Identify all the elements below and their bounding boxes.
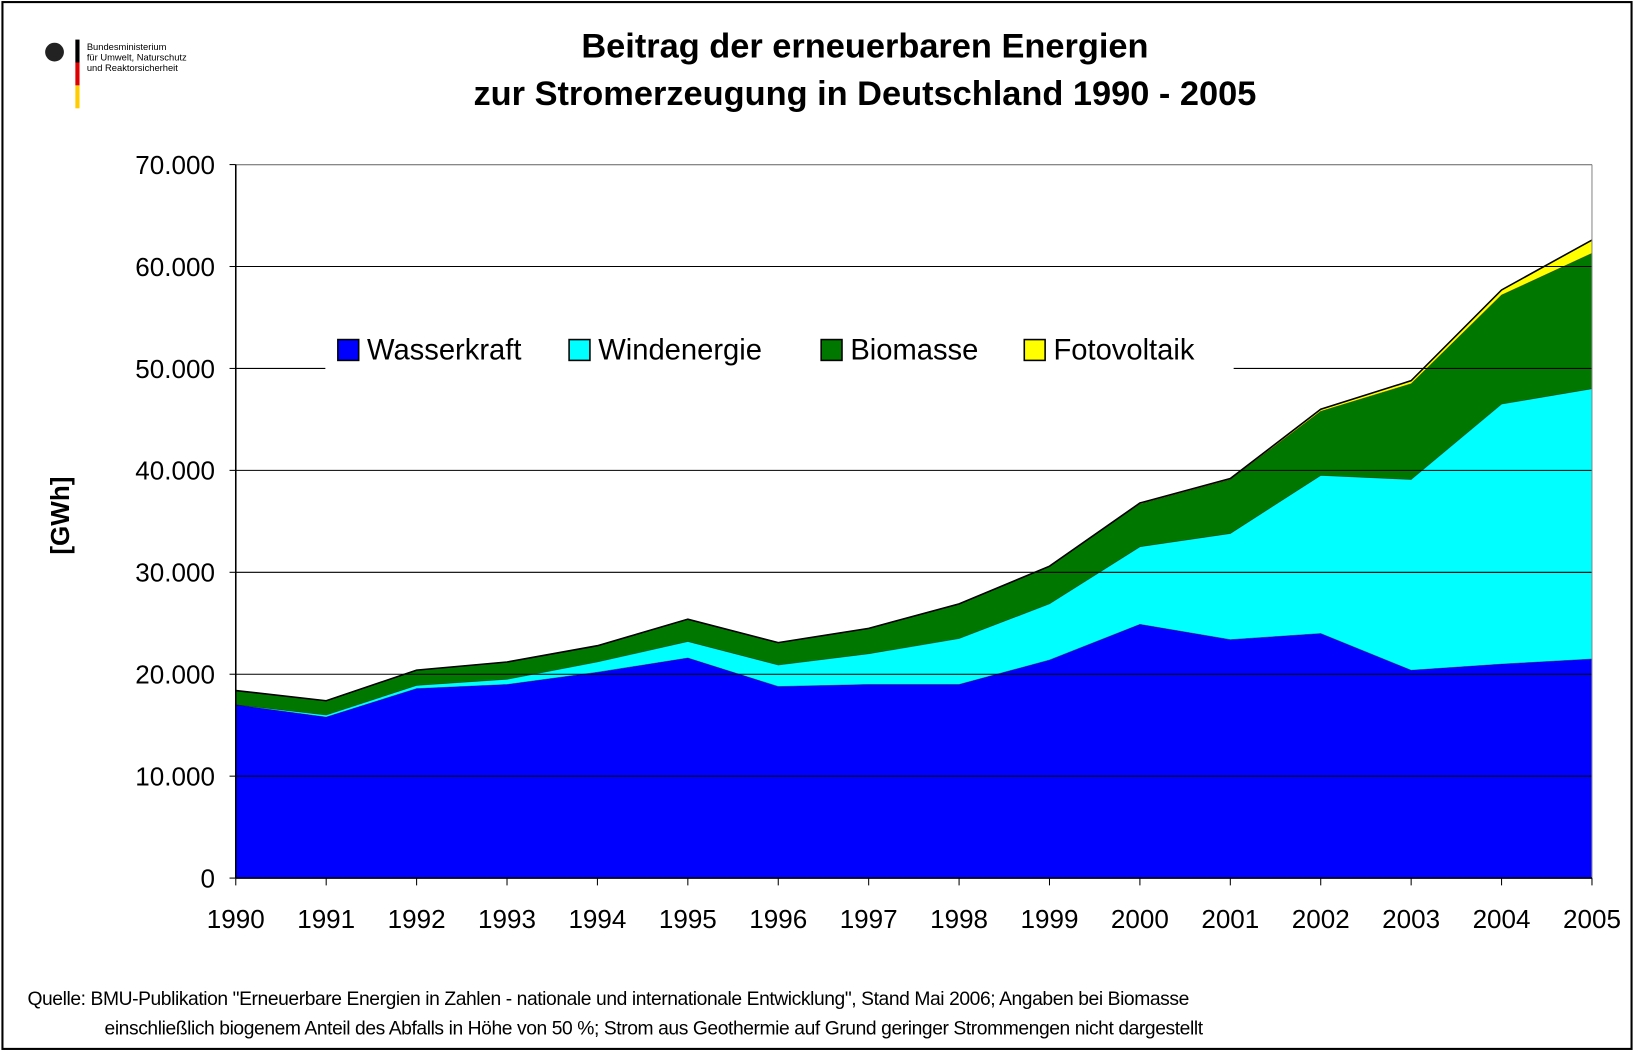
legend-label: Fotovoltaik (1053, 334, 1194, 366)
area-0 (235, 624, 1592, 879)
x-tick-label: 1998 (930, 904, 988, 934)
x-tick-label: 1993 (478, 904, 536, 934)
y-tick-label: 20.000 (135, 660, 215, 690)
y-tick-label: 0 (200, 863, 214, 893)
logo-text: Bundesministerium (87, 42, 167, 52)
legend-bg (325, 322, 1234, 378)
x-tick-label: 2002 (1292, 904, 1350, 934)
legend-label: Windenergie (598, 334, 762, 366)
flag-gold (75, 85, 80, 109)
logo-text: und Reaktorsicherheit (87, 63, 178, 73)
x-tick-label: 1997 (840, 904, 898, 934)
legend-label: Biomasse (850, 334, 978, 366)
series-outline (235, 252, 1593, 702)
series-outline (235, 388, 1593, 716)
source-note: Quelle: BMU-Publikation "Erneuerbare Ene… (27, 989, 1188, 1010)
flag-red (75, 62, 80, 86)
x-tick-label: 2000 (1111, 904, 1169, 934)
x-tick-label: 1991 (297, 904, 355, 934)
flag-black (75, 39, 80, 63)
series-outline (235, 623, 1592, 718)
y-tick-label: 30.000 (135, 558, 215, 588)
legend-swatch (568, 338, 591, 362)
x-tick-label: 2003 (1382, 904, 1440, 934)
legend-swatch (820, 338, 843, 362)
legend-swatch (337, 338, 360, 362)
eagle-icon (45, 42, 64, 62)
y-tick-label: 10.000 (135, 762, 215, 792)
legend: Wasserkraft Windenergie Biomasse Fotovoltai… (325, 322, 1234, 378)
x-tick-label: 2005 (1563, 904, 1621, 934)
legend-label: Wasserkraft (367, 334, 521, 366)
chart-title: Beitrag der erneuerbaren Energien (581, 27, 1148, 65)
y-tick-label: 40.000 (135, 456, 215, 486)
area-1 (235, 388, 1592, 718)
x-tick-label: 1990 (207, 904, 265, 934)
x-tick-label: 1996 (749, 904, 807, 934)
x-tick-label: 1999 (1021, 904, 1079, 934)
y-tick-label: 60.000 (135, 252, 215, 282)
x-tick-label: 1995 (659, 904, 717, 934)
logo-text: für Umwelt, Naturschutz (87, 52, 187, 62)
x-tick-label: 1994 (568, 904, 626, 934)
y-tick-label: 50.000 (135, 354, 215, 384)
area-2 (235, 253, 1592, 716)
y-tick-label: 70.000 (135, 150, 215, 180)
logo (45, 39, 80, 109)
chart-title: zur Stromerzeugung in Deutschland 1990 -… (473, 75, 1256, 113)
legend-swatch (1023, 338, 1046, 362)
source-note: einschließlich biogenem Anteil des Abfal… (105, 1018, 1204, 1039)
x-tick-label: 2001 (1201, 904, 1259, 934)
x-tick-label: 1992 (388, 904, 446, 934)
x-tick-label: 2004 (1473, 904, 1531, 934)
y-axis-label: [GWh] (45, 477, 75, 555)
